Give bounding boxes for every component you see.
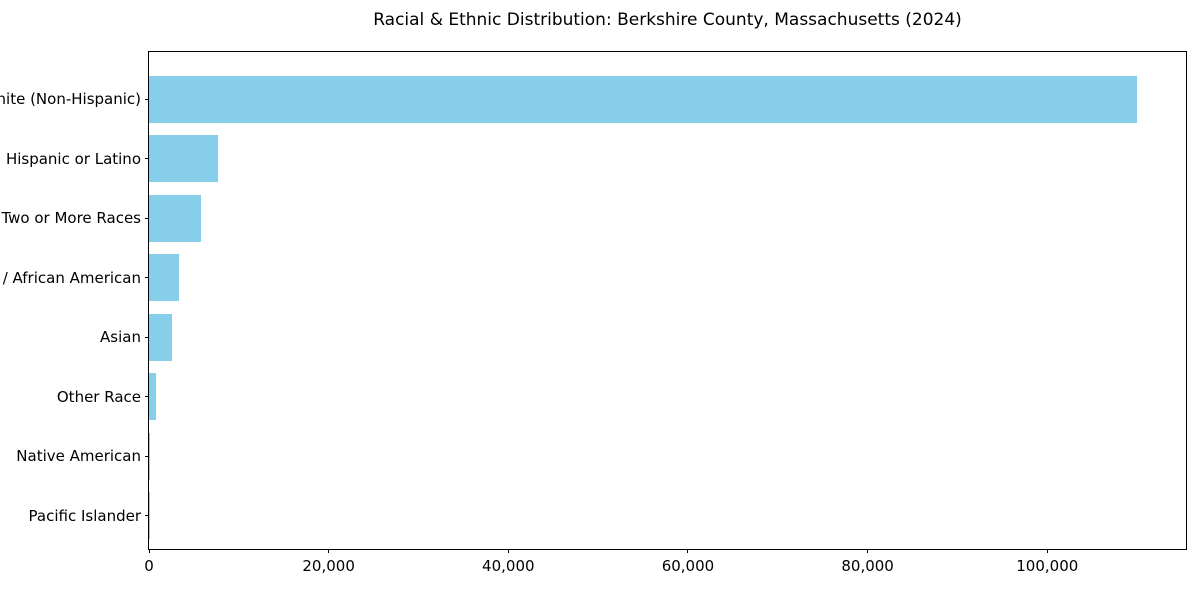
x-tick-mark (328, 549, 330, 553)
x-tick-mark (148, 549, 150, 553)
category-label: Asian (100, 328, 141, 346)
x-tick-mark (507, 549, 509, 553)
category-label: Pacific Islander (28, 506, 141, 525)
plot-area: White (Non-Hispanic) Hispanic or Latino Tw… (0, 51, 1187, 575)
bar (149, 194, 202, 242)
x-tick-mark (1046, 549, 1048, 553)
y-tick-mark (145, 336, 149, 338)
chart-title: Racial & Ethnic Distribution: Berkshire … (373, 10, 962, 30)
y-tick-mark (145, 515, 149, 516)
y-tick-mark (145, 217, 149, 219)
category-label: Native American (16, 447, 141, 465)
category-label: Two or More Races (1, 209, 141, 227)
y-tick-mark (145, 396, 149, 397)
x-tick-label: 0 (144, 557, 154, 575)
x-tick-mark (687, 549, 689, 553)
y-tick-mark (145, 98, 149, 100)
bar (149, 432, 151, 480)
x-tick-label: 100,000 (1016, 557, 1079, 575)
category-label: White (Non-Hispanic) (0, 90, 141, 108)
x-tick-label: 60,000 (661, 557, 715, 575)
category-label: Black / African American (0, 268, 141, 287)
y-tick-mark (145, 277, 149, 278)
bar (149, 373, 157, 420)
bar (149, 135, 219, 182)
x-tick-label: 40,000 (482, 557, 535, 575)
y-tick-mark (145, 455, 149, 457)
x-tick-label: 80,000 (841, 557, 894, 575)
x-tick-label: 20,000 (302, 557, 355, 575)
category-label: Hispanic or Latino (5, 149, 141, 168)
bar (149, 75, 1138, 123)
x-tick-mark (867, 549, 869, 553)
category-label: Other Race (56, 387, 141, 406)
y-tick-mark (145, 158, 149, 159)
bar (149, 313, 173, 361)
bar (149, 254, 179, 301)
